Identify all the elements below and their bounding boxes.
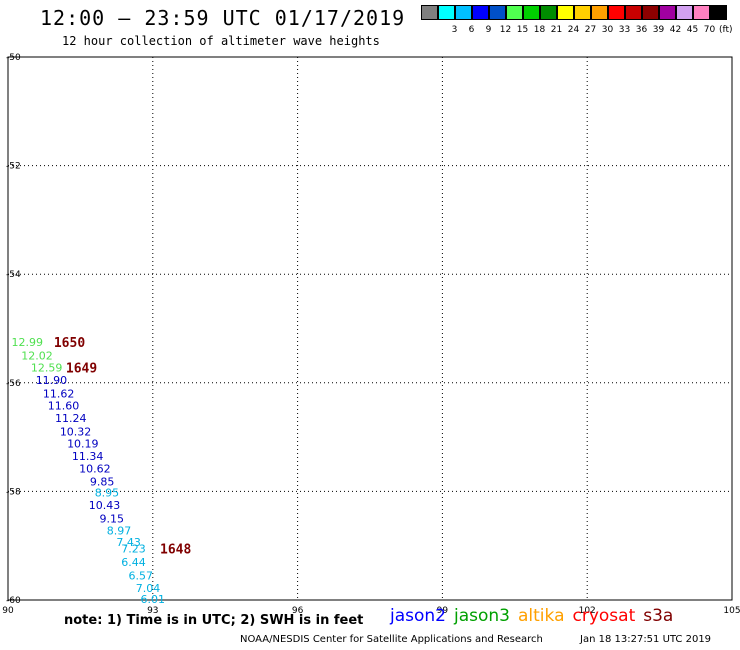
wave-height-label: 10.32 (60, 426, 92, 439)
wave-height-label: 7.04 (136, 582, 161, 595)
colorbar-label: 15 (516, 25, 529, 35)
map-tick-labels: 90 93 96 99 102 105 -50 -52 -54 -56 -58 -60 (2, 53, 740, 616)
colorbar-label: 6 (468, 25, 475, 35)
wave-height-label: 11.60 (48, 400, 80, 413)
colorbar-swatch (574, 5, 591, 20)
colorbar-swatch (557, 5, 574, 20)
colorbar-label: 18 (533, 25, 546, 35)
colorbar-label: 39 (652, 25, 665, 35)
colorbar-label: 36 (635, 25, 648, 35)
wave-height-label: 8.97 (107, 524, 132, 537)
time-label: 1649 (66, 362, 97, 377)
colorbar-label: 27 (584, 25, 597, 35)
colorbar-label: 30 (601, 25, 614, 35)
wave-height-label: 9.85 (90, 476, 115, 489)
latitude-tick-label: -52 (6, 162, 21, 172)
time-labels: 1650 1649 1648 (54, 336, 192, 557)
longitude-tick-label: 105 (723, 606, 740, 616)
wave-height-label: 11.62 (43, 388, 75, 401)
wave-height-label: 10.43 (89, 499, 121, 512)
wave-height-label: 12.59 (31, 362, 63, 375)
map-frame (7, 56, 733, 601)
chart-subtitle: 12 hour collection of altimeter wave hei… (62, 34, 380, 48)
colorbar-swatch (659, 5, 676, 20)
wave-height-label: 10.62 (79, 463, 111, 476)
wave-height-label: 9.15 (100, 513, 125, 526)
colorbar-swatch (489, 5, 506, 20)
wave-height-label: 8.95 (95, 486, 120, 499)
colorbar-swatch (540, 5, 557, 20)
wave-height-label: 12.99 (12, 336, 44, 349)
wave-height-label: 6.44 (121, 556, 146, 569)
colorbar-swatch (693, 5, 710, 20)
colorbar-swatch (421, 5, 438, 20)
latitude-tick-label: -50 (6, 53, 21, 63)
wave-height-label: 10.19 (67, 438, 99, 451)
legend-altika: altika (518, 606, 565, 626)
legend-s3a: s3a (643, 606, 674, 626)
colorbar-label: 21 (550, 25, 563, 35)
wave-height-label: 11.90 (36, 374, 68, 387)
wave-height-observations: 12.9912.0212.5911.9011.6211.6011.2410.32… (12, 336, 165, 606)
generated-timestamp: Jan 18 13:27:51 UTC 2019 (580, 634, 712, 645)
colorbar-swatch (625, 5, 642, 20)
latitude-tick-label: -58 (6, 487, 21, 497)
wave-height-label: 11.34 (72, 450, 104, 463)
colorbar-swatch (455, 5, 472, 20)
footer-note: note: 1) Time is in UTC; 2) SWH is in fe… (64, 613, 364, 628)
colorbar-label: 33 (618, 25, 631, 35)
map-grid (7, 56, 733, 601)
satellite-legend: jason2 jason3 altika cryosat s3a (390, 606, 681, 626)
latitude-tick-label: -54 (6, 270, 21, 280)
colorbar-swatch (608, 5, 625, 20)
wave-height-label: 11.24 (55, 412, 87, 425)
colorbar-swatch (438, 5, 455, 20)
latitude-tick-label: -56 (6, 379, 21, 389)
longitude-tick-label: 96 (292, 606, 304, 616)
colorbar-label: 70 (703, 25, 716, 35)
colorbar-label: 42 (669, 25, 682, 35)
wave-height-label: 7.43 (116, 536, 141, 549)
colorbar-swatch (472, 5, 489, 20)
longitude-tick-label: 99 (437, 606, 449, 616)
longitude-tick-label: 93 (147, 606, 158, 616)
legend-cryosat: cryosat (572, 606, 636, 626)
time-label: 1650 (54, 336, 85, 351)
longitude-tick-label: 90 (2, 606, 14, 616)
latitude-tick-label: -60 (6, 596, 21, 606)
longitude-tick-label: 102 (579, 606, 596, 616)
colorbar-swatch (710, 5, 727, 20)
wave-height-label: 6.01 (141, 593, 166, 606)
colorbar-label: 24 (567, 25, 580, 35)
colorbar-swatch (642, 5, 659, 20)
colorbar-label: 12 (499, 25, 512, 35)
colorbar-label: 3 (451, 25, 458, 35)
wave-height-label: 6.57 (128, 570, 153, 583)
credit-line: NOAA/NESDIS Center for Satellite Applica… (240, 634, 543, 645)
legend-jason3: jason3 (454, 606, 510, 626)
wave-height-label: 12.02 (21, 350, 53, 363)
colorbar-swatch (591, 5, 608, 20)
colorbar-swatch (506, 5, 523, 20)
colorbar-label: 45 (686, 25, 699, 35)
colorbar-swatch (523, 5, 540, 20)
colorbar-label: 9 (485, 25, 492, 35)
legend-jason2: jason2 (390, 606, 446, 626)
colorbar-swatch (676, 5, 693, 20)
colorbar-unit: (ft) (719, 25, 733, 35)
chart-title: 12:00 — 23:59 UTC 01/17/2019 (40, 6, 406, 30)
time-label: 1648 (160, 542, 191, 557)
wave-height-label: 7.23 (121, 542, 146, 555)
